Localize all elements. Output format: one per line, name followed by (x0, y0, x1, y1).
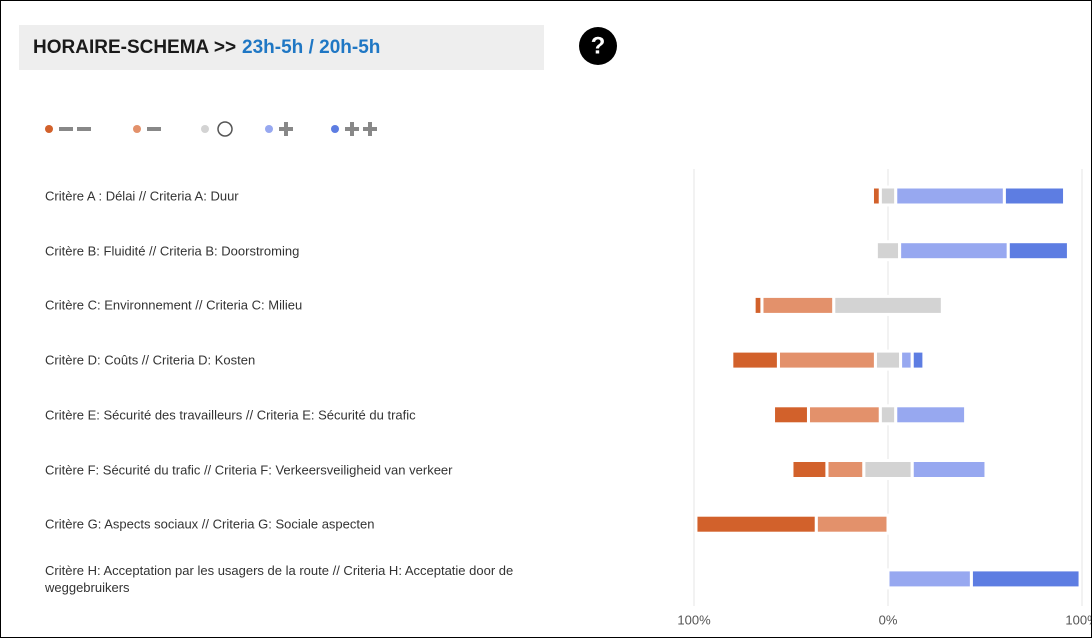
legend-dot (331, 125, 339, 133)
bar-segment (969, 568, 1082, 590)
help-icon-text: ? (591, 32, 606, 59)
legend-plus (279, 122, 293, 136)
bar-segment (730, 349, 780, 371)
bar-segment (894, 185, 1006, 207)
bar-segment (862, 459, 914, 480)
title-main: HORAIRE-SCHEMA >> (33, 37, 236, 58)
legend (45, 121, 377, 137)
title-highlight: 23h-5h / 20h-5h (242, 37, 380, 58)
legend-plus (363, 122, 377, 136)
category-label: Critère D: Coûts // Criteria D: Kosten (45, 352, 256, 368)
category-label: Critère B: Fluidité // Criteria B: Doors… (45, 243, 300, 259)
bar-segment (825, 459, 866, 480)
bar-segment (886, 568, 973, 590)
bar-segment (878, 404, 898, 426)
bar-segment (1002, 185, 1067, 207)
bar-segment (870, 185, 882, 207)
bar-segment (832, 294, 944, 316)
x-tick-label: 100% (1065, 612, 1091, 627)
category-label: Critère C: Environnement // Criteria C: … (45, 297, 303, 313)
bar-segment (760, 294, 836, 316)
title-box (19, 25, 544, 70)
category-label: Critère F: Sécurité du trafic // Criteri… (45, 462, 453, 477)
bar-segment (894, 404, 968, 426)
legend-dot (201, 125, 209, 133)
bar-segment (814, 513, 890, 535)
legend-dot (45, 125, 53, 133)
bar-segment (790, 459, 829, 480)
bar-segment (910, 349, 926, 371)
bar-segment (776, 349, 877, 371)
bar-segment (898, 240, 1010, 262)
legend-minus (59, 127, 73, 131)
legend-dot (133, 125, 141, 133)
x-tick-label: 0% (879, 612, 898, 627)
bar-segment (899, 349, 914, 371)
help-icon[interactable] (579, 27, 617, 65)
bar-segment (772, 404, 810, 426)
bar-segment (694, 513, 818, 535)
legend-circle (217, 121, 233, 137)
legend-minus (77, 127, 91, 131)
bar-segment (874, 240, 902, 262)
category-label: Critère H: Acceptation par les usagers d… (45, 562, 514, 595)
category-label: Critère A : Délai // Criteria A: Duur (45, 188, 239, 204)
x-tick-label: 100% (677, 612, 711, 627)
bar-segment (873, 349, 903, 371)
bar-segment (752, 294, 764, 316)
legend-dot (265, 125, 273, 133)
legend-minus (147, 127, 161, 131)
legend-plus (345, 122, 359, 136)
bar-segment (806, 404, 882, 426)
bar-segment (910, 459, 988, 480)
category-label: Critère E: Sécurité des travailleurs // … (45, 407, 416, 423)
category-label: Critère G: Aspects sociaux // Criteria G… (45, 516, 375, 532)
title: HORAIRE-SCHEMA >> 23h-5h / 20h-5h (33, 37, 380, 58)
bar-segment (1006, 240, 1070, 262)
bar-segment (878, 185, 898, 207)
